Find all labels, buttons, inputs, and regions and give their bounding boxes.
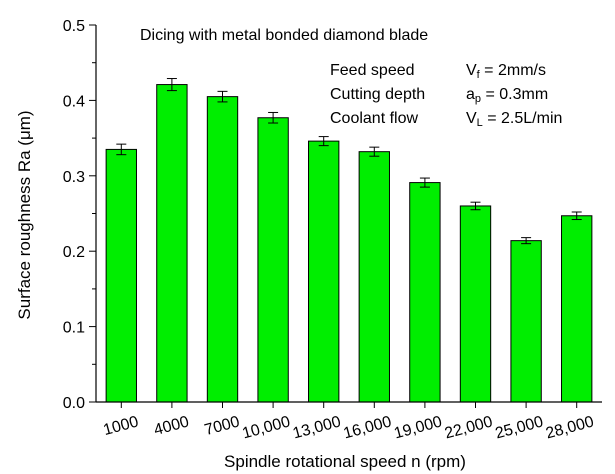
y-tick-label: 0.1 <box>63 320 85 337</box>
bar <box>561 215 593 403</box>
x-tick-label: 10,000 <box>240 413 292 442</box>
x-tick-label: 25,000 <box>493 413 545 442</box>
bar <box>156 84 188 403</box>
y-tick-label: 0.2 <box>63 244 85 261</box>
x-tick-label: 7000 <box>203 413 242 439</box>
x-tick-label: 28,000 <box>544 413 596 442</box>
y-tick-label: 0.5 <box>63 18 85 35</box>
annotation-value: VL = 2.5L/min <box>466 110 562 129</box>
annotation-symbol: V <box>466 62 477 79</box>
annotation-label: Feed speed <box>330 62 415 79</box>
x-tick-label: 22,000 <box>443 413 495 442</box>
bar <box>105 148 137 403</box>
annotation-subscript: L <box>477 117 483 129</box>
x-tick-label: 1000 <box>102 413 141 439</box>
annotation-label: Coolant flow <box>330 110 418 127</box>
annotation-label: Cutting depth <box>330 86 425 103</box>
bar <box>308 140 340 403</box>
parameter-annotations: Feed speed Vf = 2mm/s Cutting depth ap = 0.… <box>330 62 562 129</box>
annotation-amount: = 2mm/s <box>480 62 546 79</box>
bar <box>459 205 492 403</box>
bar <box>206 96 239 403</box>
y-tick-label: 0.3 <box>63 169 85 186</box>
bar <box>257 117 289 403</box>
bar <box>510 240 542 403</box>
x-tick-label: 19,000 <box>392 413 444 442</box>
y-tick-label: 0.4 <box>63 93 85 110</box>
annotation-symbol: V <box>466 110 477 127</box>
annotation-amount: = 0.3mm <box>481 86 548 103</box>
bar <box>358 151 390 403</box>
bars-layer <box>105 78 593 403</box>
x-axis-title: Spindle rotational speed n (rpm) <box>224 452 466 471</box>
x-tick-label: 4000 <box>152 413 191 439</box>
bar <box>409 182 441 403</box>
x-tick-label: 16,000 <box>342 413 394 442</box>
y-axis-title: Surface roughness Ra (μm) <box>15 110 34 319</box>
annotation-value: Vf = 2mm/s <box>466 62 546 81</box>
annotation-subscript: f <box>477 69 481 81</box>
chart-title: Dicing with metal bonded diamond blade <box>140 27 428 44</box>
x-tick-label: 13,000 <box>291 413 343 442</box>
annotation-amount: = 2.5L/min <box>483 110 563 127</box>
annotation-symbol: a <box>466 86 475 103</box>
y-tick-label: 0.0 <box>63 395 85 412</box>
annotation-subscript: p <box>475 93 481 105</box>
annotation-value: ap = 0.3mm <box>466 86 548 105</box>
